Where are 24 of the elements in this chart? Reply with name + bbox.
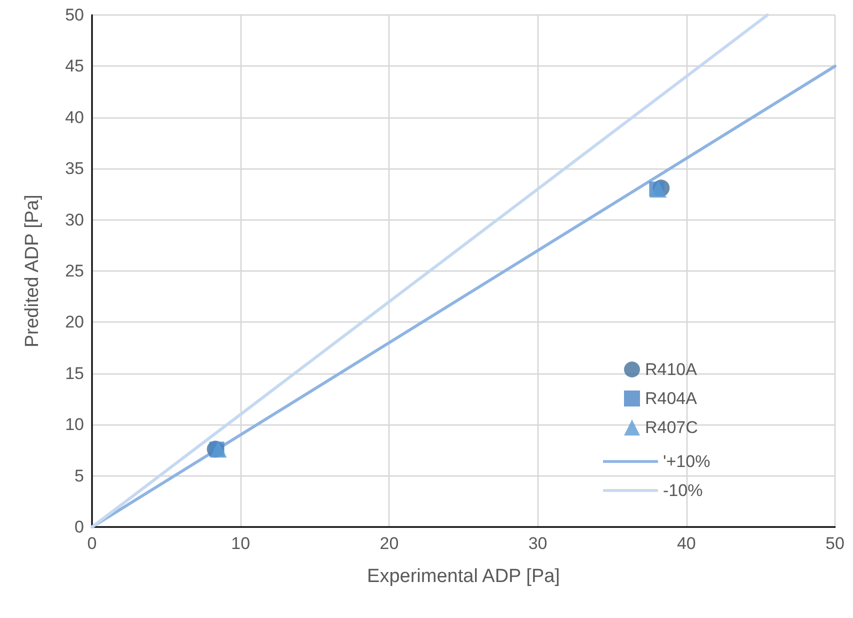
y-tick-label: 25 [65, 262, 84, 280]
y-tick-label: 20 [65, 312, 84, 332]
y-tick-label: 50 [65, 6, 84, 24]
x-tick-label: 10 [231, 534, 250, 553]
y-axis-title: Predited ADP [Pa] [22, 194, 43, 348]
x-tick-label: 20 [380, 534, 399, 553]
y-tick-label: 10 [65, 415, 84, 434]
legend-label: -10% [663, 481, 703, 500]
legend-label: R407C [645, 418, 698, 437]
y-tick-label: 45 [65, 56, 84, 76]
legend-label: '+10% [663, 452, 710, 471]
x-axis-title: Experimental ADP [Pa] [367, 566, 560, 587]
y-tick-label: 0 [74, 518, 84, 536]
y-tick-label: 15 [65, 364, 84, 383]
x-tick-label: 0 [87, 534, 97, 553]
y-tick-label: 5 [74, 466, 84, 486]
y-tick-label: 40 [65, 108, 84, 127]
x-tick-label: 50 [826, 534, 844, 553]
legend-label: R404A [645, 389, 698, 408]
y-tick-label: 30 [65, 210, 84, 230]
legend-label: R410A [645, 360, 698, 379]
x-tick-label: 30 [528, 534, 548, 553]
y-tick-label: 35 [65, 159, 84, 178]
x-tick-label: 40 [676, 534, 696, 553]
